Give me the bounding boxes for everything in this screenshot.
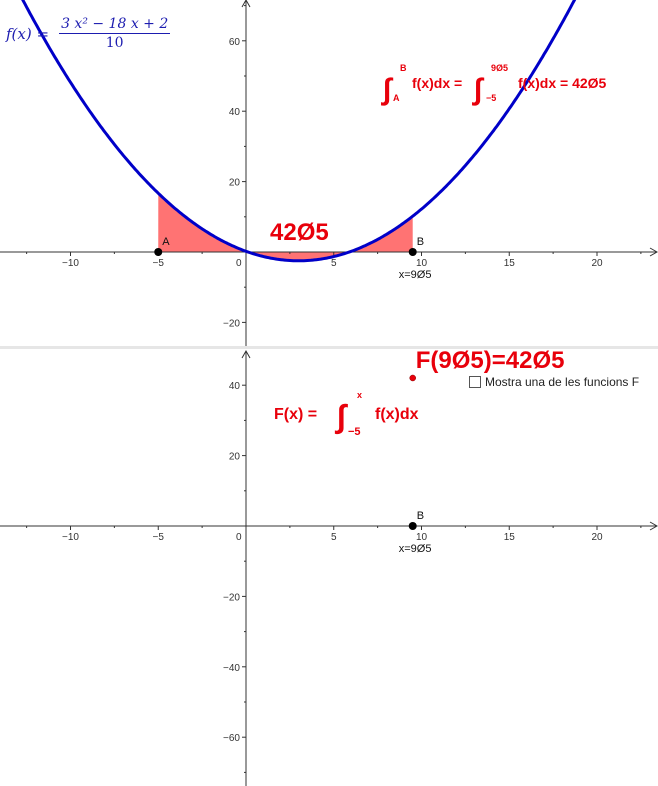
x-tick-label: 0 bbox=[236, 258, 242, 269]
integral-result-text: f(x)dx = 42Ø5 bbox=[518, 75, 607, 91]
x-tick-label: 5 bbox=[331, 258, 337, 269]
function-curve[interactable] bbox=[0, 0, 648, 263]
y-tick-label: 40 bbox=[229, 381, 241, 392]
antiderivative-upper: x bbox=[357, 390, 362, 400]
x-tick-label: 15 bbox=[504, 258, 516, 269]
x-tick-label: 20 bbox=[591, 532, 603, 543]
x-axis-arrow-icon bbox=[649, 247, 658, 257]
antiderivative-definition: F(x) = ∫ x −5 f(x)dx bbox=[274, 390, 419, 438]
integral-sign-icon: ∫ bbox=[334, 398, 348, 435]
antiderivative-point-label: F(9Ø5)=42Ø5 bbox=[416, 349, 565, 374]
y-tick-label: 40 bbox=[229, 107, 241, 118]
function-formula[interactable]: f(x) = 3 x² − 18 x + 2 10 bbox=[6, 16, 171, 51]
formula-fraction: 3 x² − 18 x + 2 10 bbox=[59, 16, 171, 51]
x-value-label: x=9Ø5 bbox=[399, 269, 432, 281]
x-tick-label: −5 bbox=[153, 258, 165, 269]
integral-lower-limit: A bbox=[393, 93, 400, 103]
antiderivative-point[interactable] bbox=[409, 374, 416, 382]
y-axis-arrow-icon bbox=[241, 0, 251, 8]
integral-equation: ∫ B A f(x)dx = ∫ 9Ø5 −5 f(x)dx = 42Ø5 bbox=[381, 63, 607, 106]
bottom-graph-view[interactable]: −10 −5 0 5 10 15 20 40 20 −20 −40 −60 B x=9Ø5 F(9Ø… bbox=[0, 349, 658, 786]
y-tick-label: 20 bbox=[229, 452, 241, 463]
x-tick-label: −10 bbox=[62, 532, 79, 543]
x-tick-label: −10 bbox=[62, 258, 79, 269]
x-tick-label: 5 bbox=[331, 532, 337, 543]
x-tick-label: −5 bbox=[153, 532, 165, 543]
formula-lhs: f(x) = bbox=[6, 24, 50, 43]
integral-sign-icon: ∫ bbox=[472, 73, 485, 106]
top-graph-view[interactable]: −10 −5 0 5 10 15 20 60 40 20 −20 A B x=9Ø5 42Ø5 ∫… bbox=[0, 0, 658, 346]
checkbox-box[interactable] bbox=[469, 376, 481, 388]
x-tick-label: 10 bbox=[416, 258, 428, 269]
y-tick-label: −40 bbox=[223, 663, 240, 674]
antiderivative-lower: −5 bbox=[348, 426, 361, 438]
x-tick-label: 0 bbox=[236, 532, 242, 543]
point-a-label: A bbox=[162, 236, 170, 248]
x-tick-label: 10 bbox=[416, 532, 428, 543]
view-divider bbox=[0, 346, 658, 349]
point-b[interactable] bbox=[408, 522, 417, 530]
integral-lower-limit-2: −5 bbox=[486, 93, 496, 103]
x-tick-label: 20 bbox=[591, 258, 603, 269]
top-graph-canvas[interactable]: −10 −5 0 5 10 15 20 60 40 20 −20 A B x=9Ø5 42Ø5 ∫… bbox=[0, 0, 658, 346]
formula-numerator: 3 x² − 18 x + 2 bbox=[59, 16, 171, 34]
y-tick-label: −20 bbox=[223, 318, 240, 329]
y-tick-label: −60 bbox=[223, 733, 240, 744]
checkbox-label: Mostra una de les funcions F bbox=[485, 375, 640, 389]
y-axis-arrow-icon bbox=[241, 349, 251, 359]
antiderivative-integrand: f(x)dx bbox=[375, 406, 419, 423]
integral-sign-icon: ∫ bbox=[381, 73, 394, 106]
y-tick-label: 60 bbox=[229, 37, 241, 48]
point-b[interactable] bbox=[408, 248, 417, 256]
integral-upper-limit-2: 9Ø5 bbox=[491, 63, 508, 73]
bottom-graph-canvas[interactable]: −10 −5 0 5 10 15 20 40 20 −20 −40 −60 B x=9Ø5 F(9Ø… bbox=[0, 349, 658, 786]
area-value-label: 42Ø5 bbox=[270, 219, 329, 246]
x-axis-arrow-icon bbox=[649, 521, 658, 531]
point-b-label: B bbox=[417, 510, 424, 522]
x-tick-label: 15 bbox=[504, 532, 516, 543]
antiderivative-lhs: F(x) = bbox=[274, 406, 317, 423]
integral-mid-text: f(x)dx = bbox=[412, 75, 462, 91]
point-b-label: B bbox=[417, 236, 424, 248]
y-tick-label: −20 bbox=[223, 592, 240, 603]
formula-denominator: 10 bbox=[105, 35, 124, 51]
point-a[interactable] bbox=[154, 248, 163, 256]
integral-upper-limit: B bbox=[400, 63, 407, 73]
y-tick-label: 20 bbox=[229, 178, 241, 189]
area-fill-left bbox=[158, 193, 413, 261]
show-function-checkbox[interactable]: Mostra una de les funcions F bbox=[469, 375, 639, 389]
x-value-label: x=9Ø5 bbox=[399, 543, 432, 555]
